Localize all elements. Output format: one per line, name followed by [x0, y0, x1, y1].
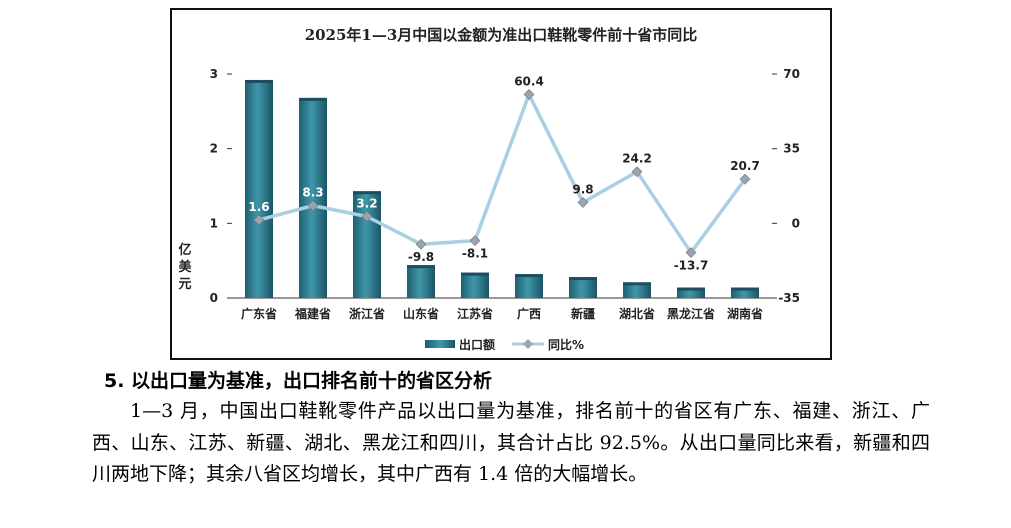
x-category-label: 浙江省 — [349, 306, 385, 321]
line-marker — [523, 89, 535, 100]
section-heading: 5. 以出口量为基准，出口排名前十的省区分析 — [104, 370, 493, 392]
y-unit-char: 亿 — [178, 242, 191, 258]
bar-top-edge — [461, 272, 489, 276]
y-tick-label: 1 — [210, 216, 218, 230]
line-marker — [469, 235, 481, 247]
chart-svg: 2025年1—3月中国以金额为准出口鞋靴零件前十省市同比 0 1 2 3 -35 0 35… — [178, 26, 800, 352]
legend-label-bar: 出口额 — [459, 337, 495, 352]
bar-group — [245, 79, 759, 299]
line-data-label: -13.7 — [674, 259, 709, 273]
bar — [731, 287, 759, 298]
x-category-label: 山东省 — [403, 306, 439, 321]
bar-top-edge — [245, 79, 273, 83]
line-data-label: 8.3 — [302, 186, 323, 200]
body-paragraph: 1—3 月，中国出口鞋靴零件产品以出口量为基准，排名前十的省区有广东、福建、浙江… — [92, 400, 930, 485]
series-line — [258, 92, 747, 255]
x-category-label: 福建省 — [294, 306, 331, 321]
bar-top-edge — [623, 282, 651, 286]
bar-top-edge — [353, 191, 381, 195]
line-data-label: -9.8 — [408, 250, 434, 264]
bar-top-edge — [569, 277, 597, 281]
y2-tick-label: 35 — [783, 142, 800, 156]
x-category-label: 新疆 — [571, 306, 595, 321]
line-marker — [307, 200, 319, 212]
y-axis-left: 0 1 2 3 — [210, 67, 232, 305]
x-axis-categories: 广东省 福建省 浙江省 山东省 江苏省 广西 新疆 湖北省 黑龙江省 湖南省 — [241, 306, 763, 321]
chart-title: 2025年1—3月中国以金额为准出口鞋靴零件前十省市同比 — [305, 26, 698, 44]
y-tick-label: 2 — [210, 142, 218, 156]
line-marker — [739, 173, 751, 185]
line-marker — [253, 214, 265, 226]
bar — [623, 282, 651, 298]
line-data-label: 9.8 — [572, 182, 593, 196]
line-marker — [631, 166, 643, 178]
y2-tick-label: 0 — [792, 216, 800, 230]
y-tick-label: 0 — [210, 291, 218, 305]
bar-top-edge — [515, 274, 543, 278]
y-axis-right: -35 0 35 70 — [772, 67, 800, 305]
bar — [353, 191, 381, 298]
x-category-label: 江苏省 — [457, 306, 493, 321]
bar — [299, 97, 327, 298]
y2-tick-label: 70 — [783, 67, 800, 81]
line-data-label: 60.4 — [514, 74, 544, 88]
line-data-label: 24.2 — [622, 152, 652, 166]
x-category-label: 湖南省 — [727, 306, 763, 321]
y-tick-label: 3 — [210, 67, 218, 81]
y-axis-unit-label: 亿美元 — [178, 242, 192, 292]
legend-label-line: 同比% — [548, 337, 584, 352]
y-unit-char: 元 — [178, 277, 191, 292]
bar — [407, 265, 435, 298]
chart-frame: 2025年1—3月中国以金额为准出口鞋靴零件前十省市同比 0 1 2 3 -35 0 35… — [170, 8, 832, 360]
line-data-label: 3.2 — [356, 197, 377, 211]
line-marker — [685, 247, 697, 258]
y-unit-char: 美 — [178, 259, 192, 275]
bar — [245, 79, 273, 299]
line-data-label: 20.7 — [730, 159, 760, 173]
bar-top-edge — [731, 287, 759, 291]
bar-top-edge — [407, 265, 435, 269]
bar — [515, 274, 543, 298]
x-category-label: 广西 — [517, 306, 541, 321]
bar-top-edge — [299, 97, 327, 101]
bar — [569, 277, 597, 298]
bar — [461, 272, 489, 298]
legend: 出口额 同比% — [425, 337, 584, 352]
line-marker — [577, 197, 589, 208]
line-series-group — [253, 89, 751, 258]
legend-swatch-marker — [523, 339, 533, 349]
x-category-label: 黑龙江省 — [667, 306, 715, 321]
legend-swatch-bar — [425, 340, 455, 348]
line-data-label: 1.6 — [248, 200, 269, 214]
bar — [677, 287, 705, 298]
line-data-label: -8.1 — [462, 247, 488, 261]
bar-top-edge — [677, 287, 705, 291]
y2-tick-label: -35 — [778, 291, 800, 305]
line-label-group: 1.6 8.3 3.2 -9.8 -8.1 60.4 9.8 24.2 -13.7 20.7 — [248, 74, 759, 272]
line-marker — [415, 238, 427, 250]
x-category-label: 广东省 — [241, 306, 277, 321]
line-marker — [361, 211, 373, 222]
x-category-label: 湖北省 — [619, 306, 655, 321]
